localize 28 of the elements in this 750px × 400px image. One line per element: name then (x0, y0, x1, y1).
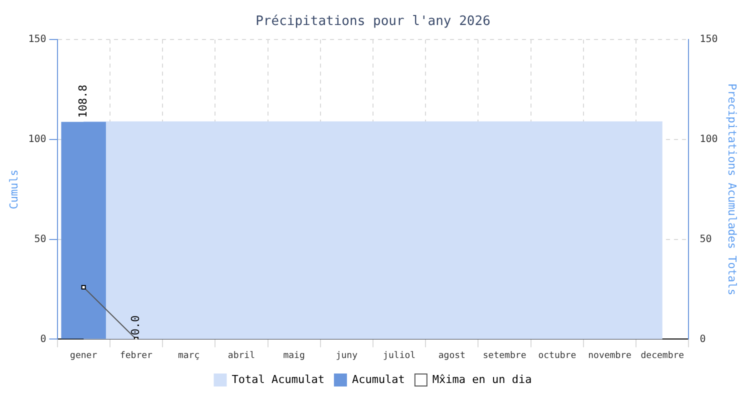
y2-axis-title: Precipitations Acumulades Totals (726, 83, 739, 296)
x-tick-label: octubre (538, 350, 576, 361)
x-tick-label: abril (228, 350, 255, 361)
y-axis-title: Cumuls (7, 170, 20, 210)
data-label: 108.8 (76, 84, 90, 118)
x-tick-label: març (178, 350, 200, 361)
x-tick-label: juliol (383, 350, 416, 361)
x-tick-label: gener (70, 350, 98, 361)
y2-tick-label: 100 (700, 134, 718, 146)
y-tick-label: 150 (28, 34, 46, 46)
y2-tick-label: 0 (700, 334, 706, 345)
legend-label: Acumulat (352, 372, 405, 386)
x-tick-label: setembre (482, 350, 526, 361)
x-tick-label: decembre (640, 350, 684, 361)
x-tick-label: novembre (588, 350, 632, 361)
x-tick-label: agost (438, 350, 466, 361)
y2-tick-label: 150 (700, 34, 718, 46)
legend-label: Mx̂ima en un dia (432, 372, 532, 386)
data-label: 0.0 (129, 315, 142, 336)
x-tick-label: febrer (120, 350, 154, 361)
x-tick-label: juny (336, 350, 358, 361)
x-tick-label: maig (283, 350, 305, 361)
legend-label: Total Acumulat (232, 372, 324, 386)
y-tick-label: 50 (34, 234, 46, 245)
chart-title: Précipitations pour l'any 2026 (256, 14, 490, 30)
y-tick-label: 100 (28, 134, 46, 146)
y2-tick-label: 50 (700, 234, 712, 245)
y-tick-label: 0 (40, 334, 46, 345)
